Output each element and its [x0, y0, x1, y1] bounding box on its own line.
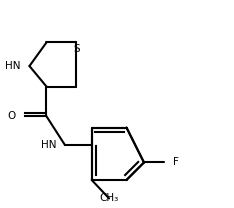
Text: F: F [173, 157, 179, 167]
Text: S: S [73, 44, 80, 54]
Text: O: O [7, 111, 15, 121]
Text: CH₃: CH₃ [99, 193, 119, 203]
Text: HN: HN [5, 61, 20, 71]
Text: HN: HN [41, 140, 57, 150]
